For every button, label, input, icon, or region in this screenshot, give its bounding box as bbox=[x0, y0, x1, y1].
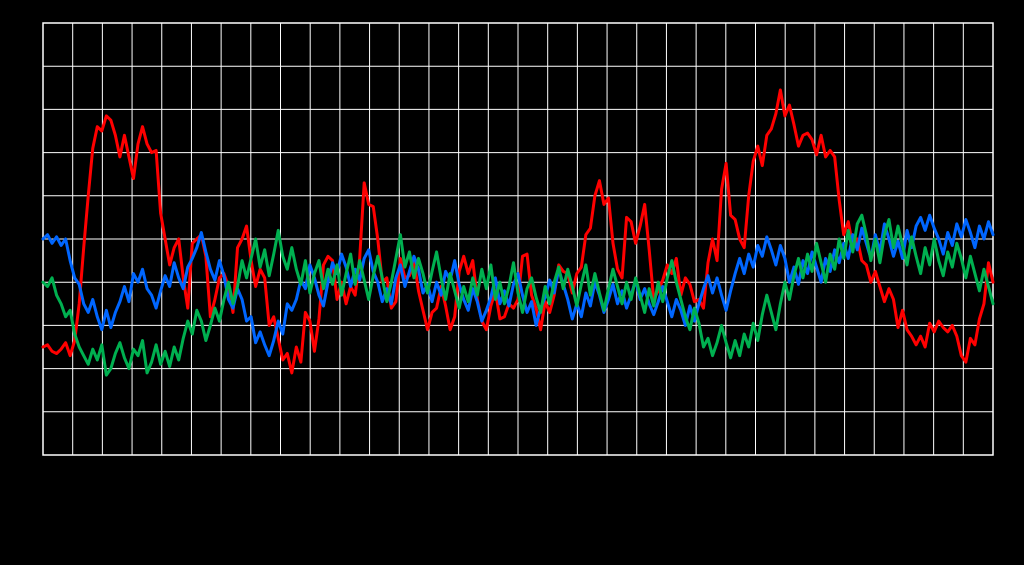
line-chart bbox=[0, 0, 1024, 565]
